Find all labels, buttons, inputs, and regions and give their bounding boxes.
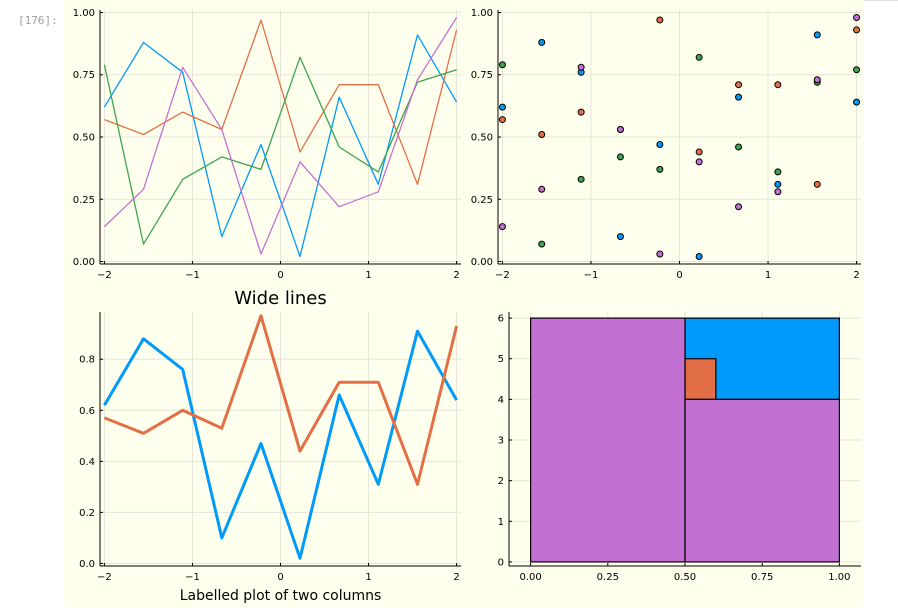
scatter-point [774,168,782,176]
series-line-2 [103,314,459,486]
x-tick-label: 2 [853,270,859,281]
scatter-point [813,180,821,188]
scatter-point [498,61,506,69]
y-tick-label: 1.00 [471,8,493,19]
scatter-point [577,108,585,116]
shape-rect-2 [684,358,717,400]
scatter-point [853,13,861,21]
x-tick-label: 2 [453,270,459,281]
figure: −2 −1 0 1 20.000.250.500.751.00−2 −1 0 1 20.000.… [64,0,864,608]
scatter-point [735,81,743,89]
scatter-point [538,38,546,46]
y-tick-label: 0 [498,557,504,568]
x-tick-label: 0 [676,270,682,281]
x-tick-label: 1.00 [828,572,850,583]
series-line-1 [103,329,458,560]
scatter-point [774,81,782,89]
scatter-point [695,53,703,61]
x-tick-label: −1 [185,572,200,583]
x-tick-label: 0 [277,270,283,281]
x-tick-label: −1 [185,270,200,281]
scatter-point [616,233,624,241]
x-axis-label: Labelled plot of two columns [180,588,382,604]
y-tick-label: 0.00 [471,257,493,268]
y-tick-label: 0.25 [471,195,493,206]
x-tick-label: 0.00 [519,572,541,583]
x-tick-label: 1 [365,572,371,583]
y-tick-label: 0.50 [73,133,95,144]
y-tick-label: 0.2 [79,508,95,519]
scatter-point [813,76,821,84]
scatter-point [853,98,861,106]
y-tick-label: 0.25 [73,195,95,206]
scatter-point [656,250,664,258]
scatter-point [538,185,546,193]
y-tick-label: 0.6 [79,406,95,417]
y-tick-label: 0.75 [73,70,95,81]
scatter-point [853,66,861,74]
scatter-point [735,143,743,151]
scatter-point [656,165,664,173]
chart-top-left: −2 −1 0 1 2 0.00 0.25 0.50 0.75 1.00 [73,8,461,281]
x-tick-label: 1 [365,270,371,281]
x-tick-label: 0.50 [674,572,696,583]
series-line-4 [103,17,458,255]
scatter-point [577,63,585,71]
chart-bottom-right: 0.00 0.25 0.50 0.75 1.00 0 1 2 3 4 5 6 [498,312,861,583]
x-tick-label: −2 [97,270,112,281]
chart-bottom-left: −2 −1 0 1 2 0.0 0.2 0.4 0.6 0.8 Wide lines Labelled… [79,288,461,604]
scatter-point [498,116,506,124]
shape-rect-4 [684,398,840,563]
scatter-point [656,140,664,148]
x-tick-label: −2 [495,270,510,281]
scatter-point [813,31,821,39]
scatter-point [498,223,506,231]
y-tick-label: 5 [498,354,504,365]
scatter-point [695,148,703,156]
chart-title: Wide lines [234,288,327,309]
scatter-point [498,103,506,111]
scatter-point [774,188,782,196]
y-tick-label: 0.0 [79,559,95,570]
cell-prompt: [176]: [18,14,58,27]
scatter-point [735,93,743,101]
x-tick-label: 0.75 [751,572,773,583]
x-tick-label: 2 [453,572,459,583]
y-tick-label: 0.50 [471,133,493,144]
y-tick-label: 0.8 [79,355,95,366]
scatter-point [695,158,703,166]
chart-top-right: −2 −1 0 1 2 0.00 0.25 0.50 0.75 1.00 [471,8,861,281]
scatter-point [656,16,664,24]
scatter-point [616,153,624,161]
x-tick-label: 0.25 [597,572,619,583]
y-tick-label: 1.00 [73,8,95,19]
scatter-point [538,131,546,139]
series-line-3 [103,56,457,245]
x-tick-label: 0 [277,572,283,583]
y-tick-label: 0.00 [73,257,95,268]
scatter-point [774,180,782,188]
x-tick-label: −2 [97,572,112,583]
scatter-point [577,175,585,183]
scatter-point [616,126,624,134]
x-tick-label: −1 [584,270,599,281]
y-tick-label: 6 [498,314,504,325]
scatter-point [735,203,743,211]
series-line-1 [103,34,458,258]
scatter-point [853,26,861,34]
y-tick-label: 4 [498,395,504,406]
x-tick-label: 1 [765,270,771,281]
y-tick-label: 0.4 [79,457,95,468]
scatter-point [695,253,703,261]
y-tick-label: 3 [498,436,504,447]
scatter-point [538,240,546,248]
y-tick-label: 1 [498,517,504,528]
shape-rect-3 [530,317,686,563]
y-tick-label: 0.75 [471,70,493,81]
y-tick-label: 2 [498,476,504,487]
